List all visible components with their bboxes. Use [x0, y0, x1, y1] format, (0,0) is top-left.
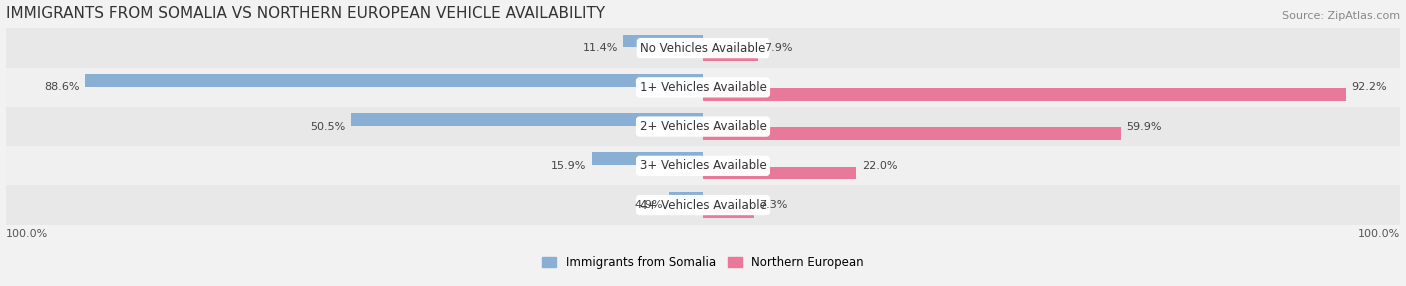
Bar [6, 185, 1400, 225]
Text: 59.9%: 59.9% [1126, 122, 1161, 132]
Text: 92.2%: 92.2% [1351, 82, 1388, 92]
Text: 4+ Vehicles Available: 4+ Vehicles Available [640, 198, 766, 212]
Bar [6, 29, 1400, 68]
Bar [592, 152, 703, 165]
Text: 2+ Vehicles Available: 2+ Vehicles Available [640, 120, 766, 133]
Text: 100.0%: 100.0% [6, 229, 48, 239]
Bar [86, 74, 703, 87]
Text: 4.9%: 4.9% [634, 200, 664, 210]
Bar [669, 192, 703, 204]
Text: 11.4%: 11.4% [582, 43, 617, 53]
Text: 100.0%: 100.0% [1358, 229, 1400, 239]
Text: 7.9%: 7.9% [763, 43, 792, 53]
Text: Source: ZipAtlas.com: Source: ZipAtlas.com [1282, 11, 1400, 21]
Text: 50.5%: 50.5% [309, 122, 346, 132]
Text: 15.9%: 15.9% [551, 161, 586, 171]
Bar [703, 88, 1346, 101]
Text: 22.0%: 22.0% [862, 161, 897, 171]
Bar [703, 49, 758, 61]
Text: 7.3%: 7.3% [759, 200, 787, 210]
Bar [6, 68, 1400, 107]
Bar [703, 127, 1121, 140]
Text: 3+ Vehicles Available: 3+ Vehicles Available [640, 159, 766, 172]
Bar [703, 206, 754, 219]
Bar [703, 167, 856, 179]
Bar [6, 146, 1400, 185]
Text: IMMIGRANTS FROM SOMALIA VS NORTHERN EUROPEAN VEHICLE AVAILABILITY: IMMIGRANTS FROM SOMALIA VS NORTHERN EURO… [6, 6, 605, 21]
Bar [350, 113, 703, 126]
Text: No Vehicles Available: No Vehicles Available [640, 41, 766, 55]
Text: 88.6%: 88.6% [44, 82, 80, 92]
Legend: Immigrants from Somalia, Northern European: Immigrants from Somalia, Northern Europe… [537, 251, 869, 274]
Text: 1+ Vehicles Available: 1+ Vehicles Available [640, 81, 766, 94]
Bar [623, 35, 703, 47]
Bar [6, 107, 1400, 146]
